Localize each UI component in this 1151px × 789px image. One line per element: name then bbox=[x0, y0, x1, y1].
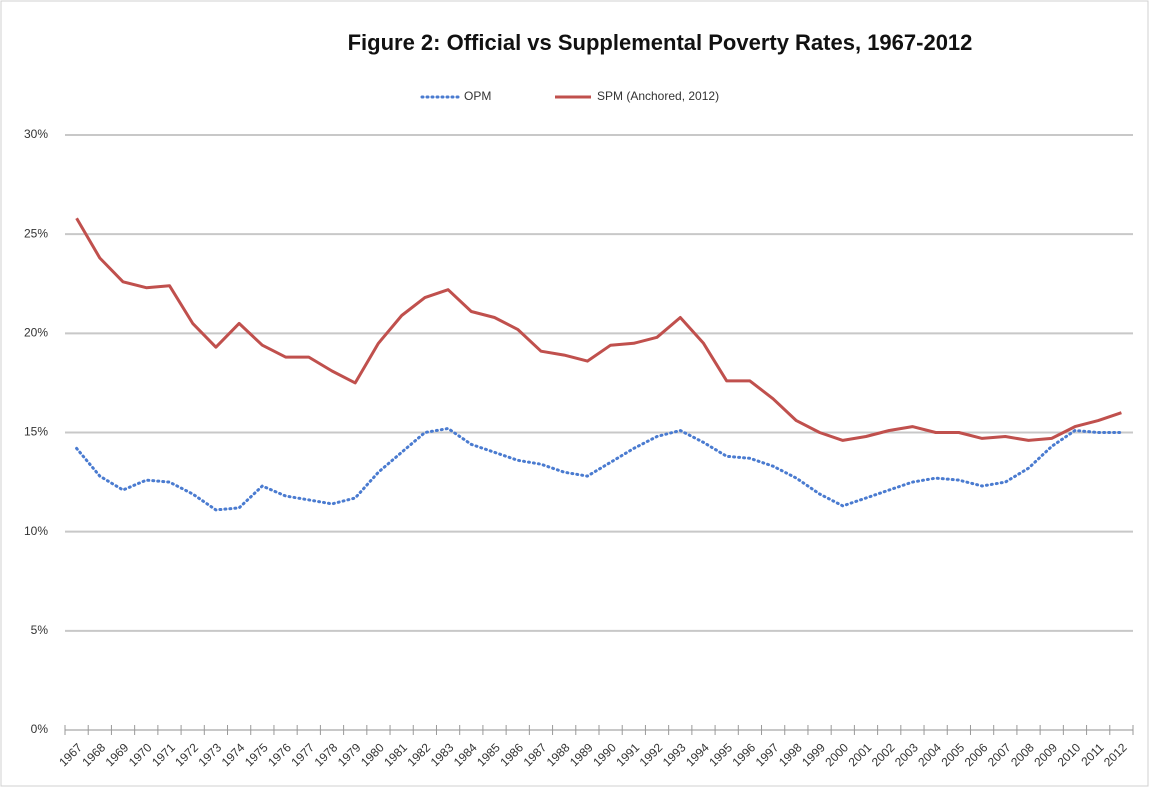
y-tick-label: 30% bbox=[24, 127, 48, 141]
y-tick-label: 5% bbox=[31, 623, 49, 637]
series-line bbox=[75, 217, 1122, 442]
y-tick-label: 20% bbox=[24, 326, 48, 340]
y-tick-label: 15% bbox=[24, 425, 48, 439]
chart-title: Figure 2: Official vs Supplemental Pover… bbox=[348, 30, 973, 55]
legend-label: SPM (Anchored, 2012) bbox=[597, 89, 719, 103]
series-line bbox=[75, 427, 1123, 512]
legend-label: OPM bbox=[464, 89, 491, 103]
y-tick-label: 25% bbox=[24, 226, 48, 240]
y-tick-label: 10% bbox=[24, 524, 48, 538]
y-tick-label: 0% bbox=[31, 722, 49, 736]
